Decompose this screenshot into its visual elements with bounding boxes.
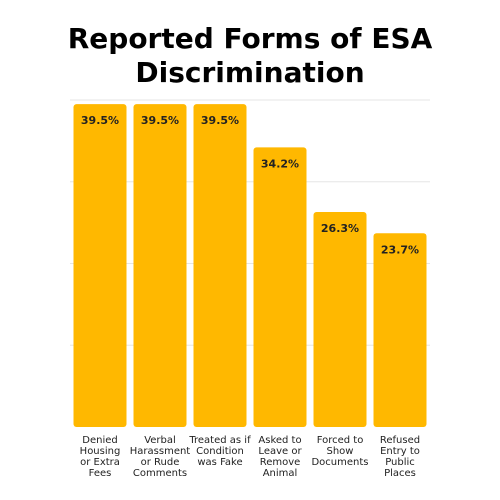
category-label-line: Condition xyxy=(196,446,244,457)
value-label-1: 39.5% xyxy=(81,114,119,127)
bar-3 xyxy=(193,104,247,428)
chart-title: Reported Forms of ESA Discrimination xyxy=(67,22,433,89)
category-label-line: Treated as if xyxy=(188,435,251,446)
value-label-6: 23.7% xyxy=(381,243,419,256)
category-label-line: Fees xyxy=(89,468,112,479)
category-label-line: Verbal xyxy=(144,435,176,446)
category-label-3: Treated as if Condition was Fake xyxy=(188,435,251,468)
category-label-line: or Rude xyxy=(141,457,180,468)
bar-1 xyxy=(73,104,127,428)
category-label-line: Comments xyxy=(133,468,187,479)
bar-4 xyxy=(253,147,307,428)
category-label-line: Entry to xyxy=(380,446,420,457)
category-label-line: Forced to xyxy=(317,435,364,446)
category-label-line: Harassment xyxy=(130,446,191,457)
category-label-line: Documents xyxy=(311,457,368,468)
category-label-line: Denied xyxy=(82,435,117,446)
category-label-line: Places xyxy=(384,468,416,479)
bar-6 xyxy=(373,233,427,427)
category-label-6: Refused Entry to Public Places xyxy=(380,435,420,479)
value-labels: 39.5% 39.5% 39.5% 34.2% 26.3% 23.7% xyxy=(81,114,419,256)
bars xyxy=(73,104,427,428)
category-label-1: Denied Housing or Extra Fees xyxy=(80,435,121,479)
category-label-2: Verbal Harassment or Rude Comments xyxy=(130,435,191,479)
category-label-line: Animal xyxy=(263,468,298,479)
value-label-5: 26.3% xyxy=(321,222,359,235)
category-label-line: was Fake xyxy=(197,457,242,468)
category-label-line: Asked to xyxy=(258,435,301,446)
category-label-line: Public xyxy=(385,457,415,468)
category-label-line: Leave or xyxy=(258,446,302,457)
category-label-line: Housing xyxy=(80,446,121,457)
bar-5 xyxy=(313,211,367,427)
value-label-2: 39.5% xyxy=(141,114,179,127)
category-label-line: Remove xyxy=(260,457,301,468)
category-label-line: or Extra xyxy=(80,457,120,468)
bar-2 xyxy=(133,104,187,428)
category-label-5: Forced to Show Documents xyxy=(311,435,368,468)
category-label-line: Show xyxy=(327,446,354,457)
category-label-4: Asked to Leave or Remove Animal xyxy=(258,435,302,479)
category-label-line: Refused xyxy=(380,435,420,446)
grid-lines xyxy=(70,99,430,346)
value-label-3: 39.5% xyxy=(201,114,239,127)
value-label-4: 34.2% xyxy=(261,157,299,170)
